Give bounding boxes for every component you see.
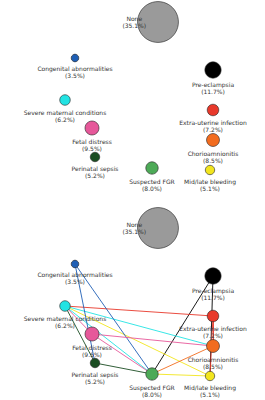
svg-text:Severe maternal conditions: Severe maternal conditions: [24, 109, 107, 116]
svg-text:None: None: [126, 15, 142, 22]
svg-text:Severe maternal conditions: Severe maternal conditions: [24, 315, 107, 322]
svg-text:(3.5%): (3.5%): [65, 278, 85, 285]
svg-text:(35.1%): (35.1%): [122, 22, 146, 29]
svg-text:(5.2%): (5.2%): [85, 172, 105, 179]
svg-text:Fetal distress: Fetal distress: [72, 138, 112, 145]
svg-text:(6.2%): (6.2%): [55, 116, 75, 123]
svg-text:Pre-eclampsia: Pre-eclampsia: [191, 287, 235, 295]
svg-text:Congenital abnormalities: Congenital abnormalities: [37, 65, 113, 73]
svg-text:Suspected FGR: Suspected FGR: [129, 177, 175, 185]
svg-text:(7.2%): (7.2%): [203, 332, 223, 339]
svg-text:Mid/late bleeding: Mid/late bleeding: [184, 178, 236, 185]
svg-text:(8.0%): (8.0%): [142, 391, 162, 398]
svg-text:(9.5%): (9.5%): [82, 351, 102, 358]
svg-text:(35.1%): (35.1%): [122, 228, 146, 235]
svg-text:Pre-eclampsia: Pre-eclampsia: [191, 81, 235, 89]
svg-text:Extra-uterine infection: Extra-uterine infection: [179, 119, 247, 126]
svg-text:Suspected FGR: Suspected FGR: [129, 383, 175, 391]
svg-text:Perinatal sepsis: Perinatal sepsis: [71, 371, 119, 378]
svg-text:Perinatal sepsis: Perinatal sepsis: [71, 165, 119, 172]
svg-text:Congenital abnormalities: Congenital abnormalities: [37, 271, 113, 279]
svg-text:(8.5%): (8.5%): [203, 363, 223, 370]
svg-text:(11.7%): (11.7%): [201, 294, 225, 301]
svg-text:(9.5%): (9.5%): [82, 145, 102, 152]
svg-text:Fetal distress: Fetal distress: [72, 344, 112, 351]
svg-text:None: None: [126, 221, 142, 228]
svg-text:(5.2%): (5.2%): [85, 378, 105, 385]
svg-text:Extra-uterine infection: Extra-uterine infection: [179, 325, 247, 332]
svg-text:Mid/late bleeding: Mid/late bleeding: [184, 384, 236, 391]
svg-text:(3.5%): (3.5%): [65, 72, 85, 79]
svg-text:(11.7%): (11.7%): [201, 88, 225, 95]
svg-text:(8.5%): (8.5%): [203, 157, 223, 164]
svg-text:(8.0%): (8.0%): [142, 185, 162, 192]
svg-text:(7.2%): (7.2%): [203, 126, 223, 133]
svg-text:(5.1%): (5.1%): [200, 391, 220, 398]
svg-text:(6.2%): (6.2%): [55, 322, 75, 329]
svg-text:Chorioamnionitis: Chorioamnionitis: [188, 356, 239, 363]
svg-text:(5.1%): (5.1%): [200, 185, 220, 192]
svg-text:Chorioamnionitis: Chorioamnionitis: [188, 150, 239, 157]
